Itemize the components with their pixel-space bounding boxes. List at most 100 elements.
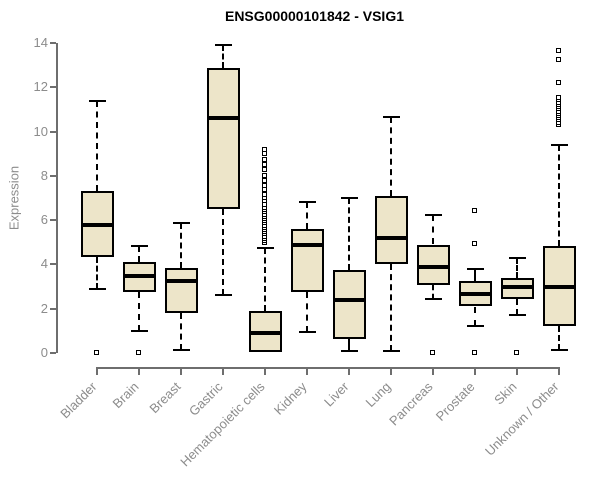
x-axis-tick [432,367,434,375]
upper-whisker [432,214,434,245]
upper-whisker [558,144,560,246]
y-tick-label: 10 [33,123,48,139]
median-line [417,264,450,269]
outlier-point [262,182,267,188]
lower-whisker-cap [131,329,148,332]
box [207,68,240,210]
y-axis-tick [50,130,56,133]
box [291,229,324,293]
upper-whisker [138,245,140,263]
lower-whisker [306,292,308,332]
y-axis-tick [50,174,56,177]
x-axis-tick [138,367,140,375]
median-line [501,284,534,289]
x-axis [97,367,559,369]
outlier-point [262,187,267,193]
median-line [543,284,576,289]
median-line [249,331,282,336]
lower-whisker [558,326,560,350]
y-tick-label: 14 [33,35,48,50]
upper-whisker [96,100,98,192]
upper-whisker [222,45,224,69]
upper-whisker [264,247,266,311]
y-tick-label: 8 [40,167,48,183]
y-axis-tick [50,86,56,89]
lower-whisker-cap [173,348,190,351]
y-axis-tick [50,42,56,44]
outlier-point [262,191,267,197]
x-tick-label: Unknown / Other [482,379,562,459]
outlier-point [472,349,477,355]
box [375,195,408,265]
y-axis-tick [50,263,56,266]
x-axis-tick [558,367,560,375]
median-line [81,222,114,227]
upper-whisker [306,202,308,229]
x-axis-tick [264,367,266,375]
lower-whisker-cap [425,297,442,300]
outlier-point [262,178,267,184]
lower-whisker [432,285,434,299]
outlier-point [556,47,561,53]
median-line [207,116,240,121]
outlier-point [262,172,267,178]
outlier-point [262,147,267,153]
median-line [165,279,198,284]
y-tick-label: 4 [40,256,48,272]
lower-whisker-cap [383,349,400,352]
upper-whisker-cap [509,256,526,259]
outlier-point [472,241,477,247]
upper-whisker [180,223,182,268]
lower-whisker-cap [341,349,358,352]
median-line [375,235,408,240]
upper-whisker-cap [383,116,400,119]
upper-whisker [474,268,476,282]
x-axis-tick [306,367,308,375]
x-axis-tick [180,367,182,375]
x-axis-tick [348,367,350,375]
lower-whisker-cap [509,314,526,317]
outlier-point [430,349,435,355]
upper-whisker-cap [173,222,190,225]
lower-whisker [348,338,350,351]
lower-whisker-cap [467,325,484,328]
median-line [123,273,156,278]
x-axis-tick [516,367,518,375]
outlier-point [136,349,141,355]
x-axis-tick [96,367,98,375]
outlier-point [514,349,519,355]
upper-whisker-cap [341,197,358,199]
upper-whisker-cap [551,143,568,146]
outlier-point [556,95,561,101]
lower-whisker [96,256,98,289]
y-tick-label: 0 [40,345,48,360]
upper-whisker-cap [131,244,148,247]
outlier-point [262,157,267,163]
lower-whisker [180,313,182,350]
outlier-point [556,79,561,85]
y-tick-label: 6 [40,212,48,228]
x-axis-tick [222,367,224,375]
chart-title: ENSG00000101842 - VSIG1 [224,8,404,24]
lower-whisker [138,292,140,331]
outlier-point [262,161,267,167]
x-axis-tick [390,367,392,375]
upper-whisker-cap [89,99,106,102]
outlier-point [262,167,267,173]
upper-whisker-cap [425,213,442,216]
y-tick-label: 12 [33,79,48,95]
y-tick-label: 2 [40,300,48,316]
median-line [333,297,366,302]
lower-whisker [222,209,224,296]
y-axis-tick [50,307,56,310]
upper-whisker-cap [215,44,232,47]
outlier-point [94,349,99,355]
lower-whisker-cap [89,287,106,290]
upper-whisker-cap [467,267,484,270]
upper-whisker [390,117,392,196]
lower-whisker [474,306,476,327]
lower-whisker [516,298,518,316]
upper-whisker-cap [299,201,316,204]
lower-whisker [390,264,392,351]
